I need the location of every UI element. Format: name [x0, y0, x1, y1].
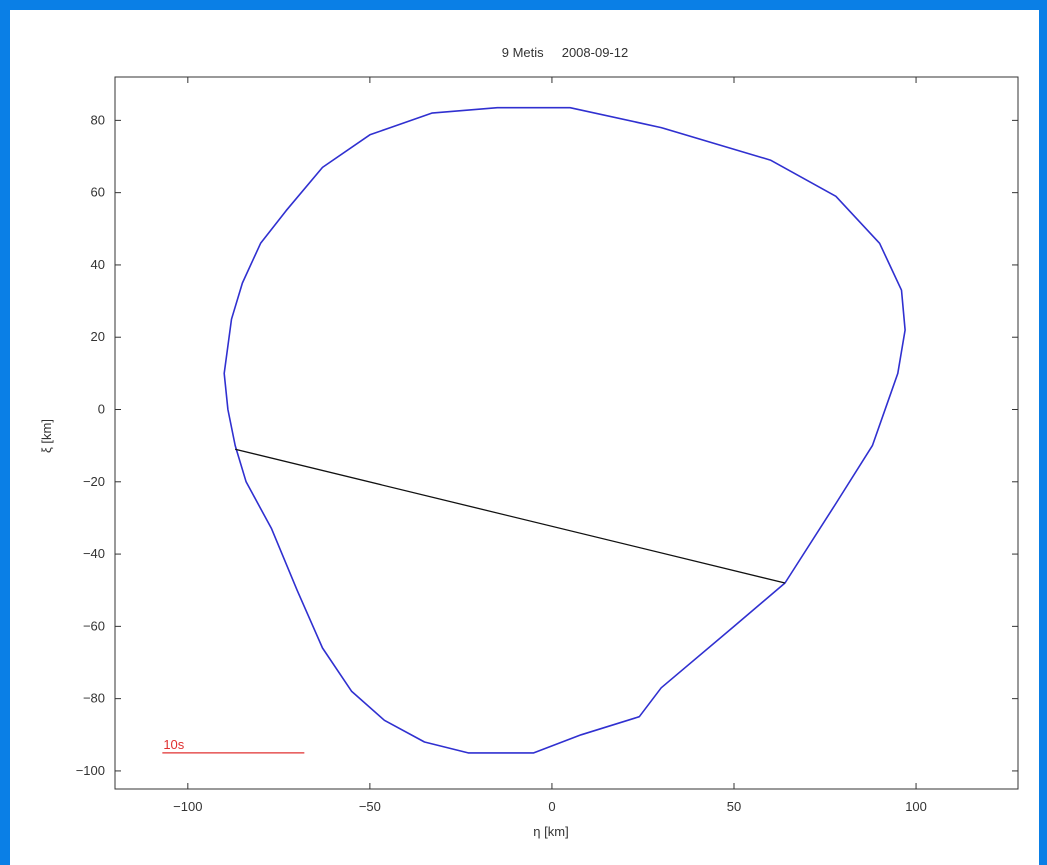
occultation-chart: 9 Metis 2008-09-12 80 60 40 20 0 −20 −40 −60 −80… [39, 45, 1019, 839]
x-tick-label: 0 [548, 799, 555, 814]
figure-window: 9 Metis 2008-09-12 80 60 40 20 0 −20 −40 −60 −80… [10, 10, 1039, 865]
x-tick-label: −100 [173, 799, 202, 814]
x-tick-label: −50 [359, 799, 381, 814]
scale-bar-label: 10s [163, 737, 184, 752]
asteroid-outline [223, 106, 906, 754]
y-tick-label: 0 [98, 402, 105, 417]
y-axis-label: ξ [km] [39, 419, 54, 453]
y-tick-label: −40 [83, 546, 105, 561]
y-tick-label: 20 [91, 329, 105, 344]
y-tick-label: 80 [91, 112, 105, 127]
y-tick-label: −20 [83, 474, 105, 489]
y-tick-label: −80 [83, 691, 105, 706]
y-tick-label: −60 [83, 618, 105, 633]
y-tick-label: 60 [91, 185, 105, 200]
chart-title: 9 Metis 2008-09-12 [502, 45, 628, 60]
x-axis-label: η [km] [533, 824, 568, 839]
x-tick-label: 100 [905, 799, 927, 814]
plot-area-frame [114, 76, 1019, 790]
y-axis: 80 60 40 20 0 −20 −40 −60 −80 −100 [76, 112, 1018, 778]
y-tick-label: −100 [76, 763, 105, 778]
x-axis: −100 −50 0 50 100 [173, 77, 927, 814]
occultation-chord [235, 448, 786, 584]
x-tick-label: 50 [727, 799, 741, 814]
y-tick-label: 40 [91, 257, 105, 272]
